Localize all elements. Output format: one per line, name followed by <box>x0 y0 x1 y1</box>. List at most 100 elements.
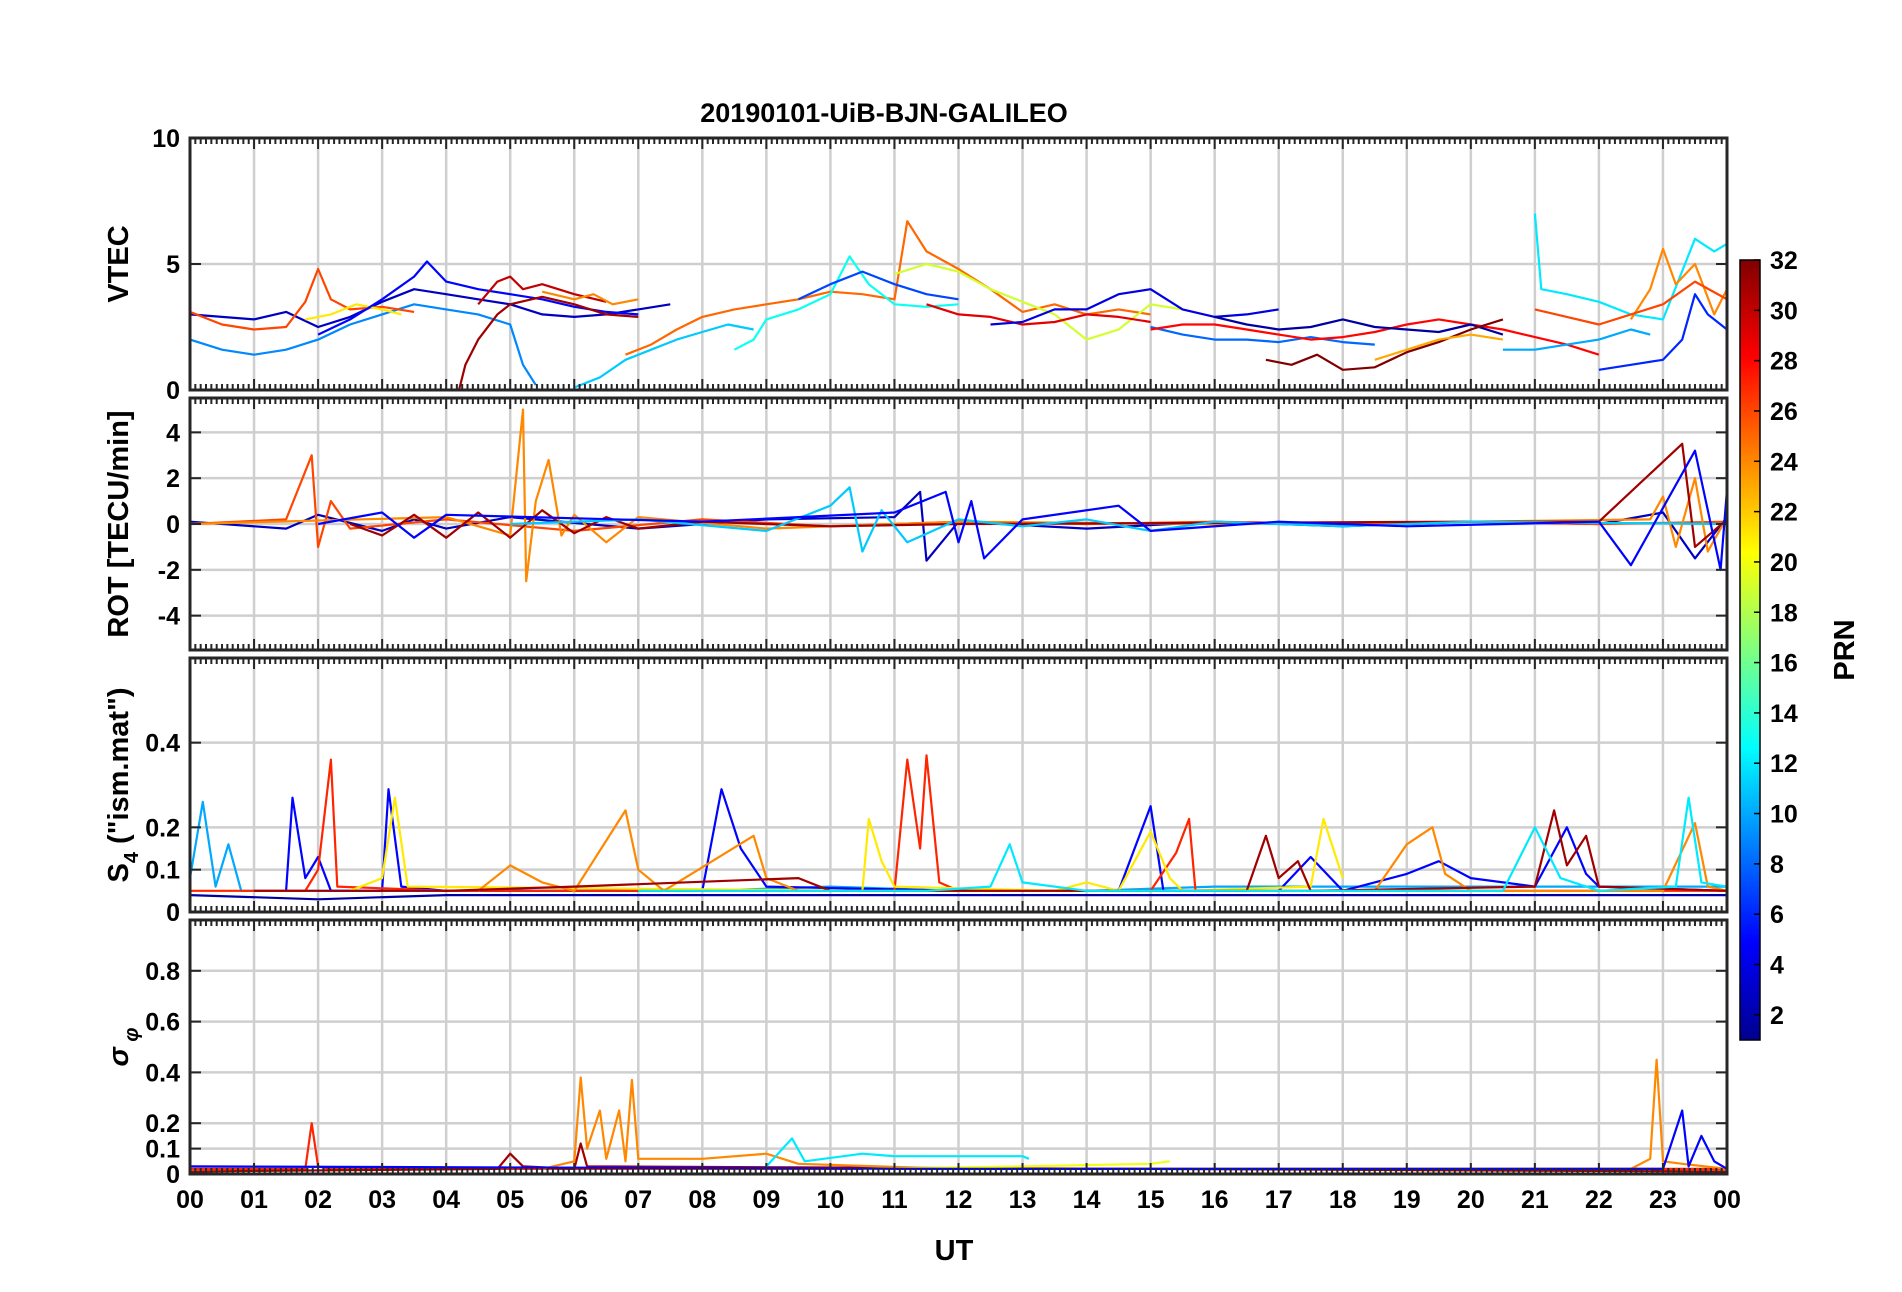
series-line-prn-4 <box>990 288 1279 326</box>
colorbar-tick-label: 28 <box>1770 348 1798 376</box>
y-axis-label: ROT [TECU/min] <box>103 410 135 637</box>
x-tick-label: 15 <box>1137 1186 1165 1214</box>
y-tick-label: 0.8 <box>145 958 180 986</box>
x-tick-label: 03 <box>368 1186 396 1214</box>
x-tick-label: 22 <box>1585 1186 1613 1214</box>
x-tick-label: 23 <box>1649 1186 1677 1214</box>
x-tick-label: 00 <box>1713 1186 1741 1214</box>
y-axis-label: S4 ("ism.mat") <box>103 688 143 883</box>
x-tick-label: 04 <box>432 1186 460 1214</box>
colorbar-tick-label: 30 <box>1770 297 1798 325</box>
x-tick-label: 19 <box>1393 1186 1421 1214</box>
tick-marks <box>189 398 1728 650</box>
panel-rot: -4 -2 0 2 4 ROT [TECU/min] <box>103 396 1729 652</box>
series-line-prn-13 <box>733 255 959 351</box>
series-line-prn-24 <box>190 408 1727 583</box>
series-line-prn-10 <box>1502 328 1651 351</box>
x-axis-label: UT <box>935 1235 974 1267</box>
y-axis-label: VTEC <box>103 225 135 302</box>
x-tick-label: 01 <box>240 1186 268 1214</box>
series-line-prn-31 <box>349 442 1727 549</box>
y-tick-label: 2 <box>166 465 180 493</box>
y-tick-label: 0.2 <box>145 1110 180 1138</box>
series-line-prn-9 <box>190 303 537 386</box>
series-line-prn-30 <box>477 275 607 306</box>
series-line-prn-24 <box>1629 247 1727 320</box>
x-tick-label: 05 <box>496 1186 524 1214</box>
y-tick-label: -4 <box>158 603 180 631</box>
series-line-prn-5 <box>317 260 639 336</box>
x-tick-label: 02 <box>304 1186 332 1214</box>
series-group <box>190 213 1727 390</box>
x-tick-label: 14 <box>1073 1186 1101 1214</box>
colorbar-tick-label: 26 <box>1770 398 1798 426</box>
colorbar-tick-label: 6 <box>1770 901 1784 929</box>
series-line-prn-19 <box>894 262 1183 341</box>
colorbar-tick-label: 8 <box>1770 851 1784 879</box>
y-tick-label: 0.1 <box>145 857 180 885</box>
x-tick-label: 07 <box>624 1186 652 1214</box>
x-tick-label: 13 <box>1009 1186 1037 1214</box>
panel-s4: 0 0.1 0.2 0.4S4 ("ism.mat") <box>103 656 1729 927</box>
series-line-prn-8 <box>1150 325 1375 346</box>
series-line-prn-6 <box>1598 293 1727 371</box>
grid <box>190 658 1727 912</box>
x-tick-label: 09 <box>752 1186 780 1214</box>
panel-sigma-phi: 00.10.2 0.4 0.6 0.8 σ φ 00 01 02 03 04 05 06 07 08 09 1… <box>103 918 1741 1214</box>
colorbar-tick-label: 24 <box>1770 448 1798 476</box>
colorbar-tick-label: 20 <box>1770 549 1798 577</box>
x-tick-label: 08 <box>688 1186 716 1214</box>
tick-marks <box>189 137 1728 391</box>
x-tick-label: 00 <box>176 1186 204 1214</box>
series-line-prn-12 <box>638 796 1727 892</box>
colorbar-gradient <box>1739 259 1761 1041</box>
y-tick-label: 0 <box>166 1161 180 1189</box>
colorbar-tick-label: 32 <box>1770 247 1798 275</box>
grid <box>190 138 1727 390</box>
x-tick-label: 06 <box>560 1186 588 1214</box>
x-tick-label: 21 <box>1521 1186 1549 1214</box>
x-tick-label: 12 <box>945 1186 973 1214</box>
series-group <box>190 754 1727 901</box>
series-line-prn-7 <box>797 270 959 301</box>
series-line-prn-26 <box>1534 280 1727 326</box>
y-tick-label: 0.4 <box>145 1059 180 1087</box>
series-line-prn-24 <box>541 290 639 306</box>
colorbar-tick-label: 12 <box>1770 750 1798 778</box>
series-line-prn-28 <box>1150 318 1600 356</box>
series-line-prn-21 <box>305 303 402 321</box>
y-tick-label: 0 <box>166 899 180 927</box>
y-tick-label: 0 <box>166 377 180 405</box>
colorbar-tick-label: 4 <box>1770 952 1784 980</box>
y-tick-label: 0.2 <box>145 814 180 842</box>
series-line-prn-11 <box>573 323 754 389</box>
x-tick-label: 10 <box>817 1186 845 1214</box>
x-tick-label: 20 <box>1457 1186 1485 1214</box>
chart-title: 20190101-UiB-BJN-GALILEO <box>700 98 1068 128</box>
y-tick-label: 4 <box>166 419 180 447</box>
series-line-prn-12 <box>765 1137 1030 1168</box>
colorbar-tick-label: 14 <box>1770 700 1798 728</box>
series-line-prn-31 <box>254 809 1727 892</box>
series-line-prn-29 <box>926 303 1151 326</box>
series-line-prn-5 <box>317 449 1727 571</box>
series-line-prn-3 <box>190 288 671 329</box>
series-line-prn-31 <box>457 295 639 390</box>
series-line-prn-2 <box>190 893 1727 901</box>
y-tick-label: 10 <box>152 125 180 153</box>
tick-marks <box>189 658 1728 913</box>
panel-vtec: 0 5 10 VTEC <box>103 125 1729 405</box>
colorbar-tick-label: 2 <box>1770 1002 1784 1030</box>
colorbar-tick-label: 10 <box>1770 801 1798 829</box>
colorbar-label: PRN <box>1829 619 1861 680</box>
series-line-prn-25 <box>625 220 1151 356</box>
y-tick-label: 0 <box>166 511 180 539</box>
series-line-prn-11 <box>510 486 1727 553</box>
x-tick-label: 17 <box>1265 1186 1293 1214</box>
y-tick-label: 0.4 <box>145 730 180 758</box>
tick-marks <box>189 920 1728 1175</box>
y-tick-label: 0.1 <box>145 1136 180 1164</box>
